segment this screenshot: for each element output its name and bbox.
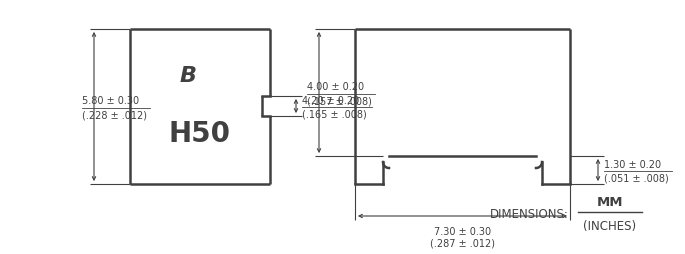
Text: (.051 ± .008): (.051 ± .008) (604, 173, 669, 183)
Text: B: B (179, 66, 197, 86)
Text: (.228 ± .012): (.228 ± .012) (82, 110, 147, 120)
Text: DIMENSIONS:: DIMENSIONS: (490, 208, 569, 221)
Text: H50: H50 (169, 119, 231, 147)
Text: (.157 ± .008): (.157 ± .008) (307, 96, 372, 106)
Text: 4.00 ± 0.20: 4.00 ± 0.20 (307, 82, 364, 92)
Text: (INCHES): (INCHES) (584, 220, 636, 233)
Text: 5.80 ± 0.30: 5.80 ± 0.30 (82, 96, 139, 106)
Text: (.165 ± .008): (.165 ± .008) (302, 109, 366, 120)
Text: 1.30 ± 0.20: 1.30 ± 0.20 (604, 159, 661, 169)
Text: 7.30 ± 0.30: 7.30 ± 0.30 (434, 226, 491, 236)
Text: 4.20 ± 0.20: 4.20 ± 0.20 (302, 96, 359, 106)
Text: MM: MM (597, 196, 623, 209)
Text: (.287 ± .012): (.287 ± .012) (430, 238, 495, 248)
